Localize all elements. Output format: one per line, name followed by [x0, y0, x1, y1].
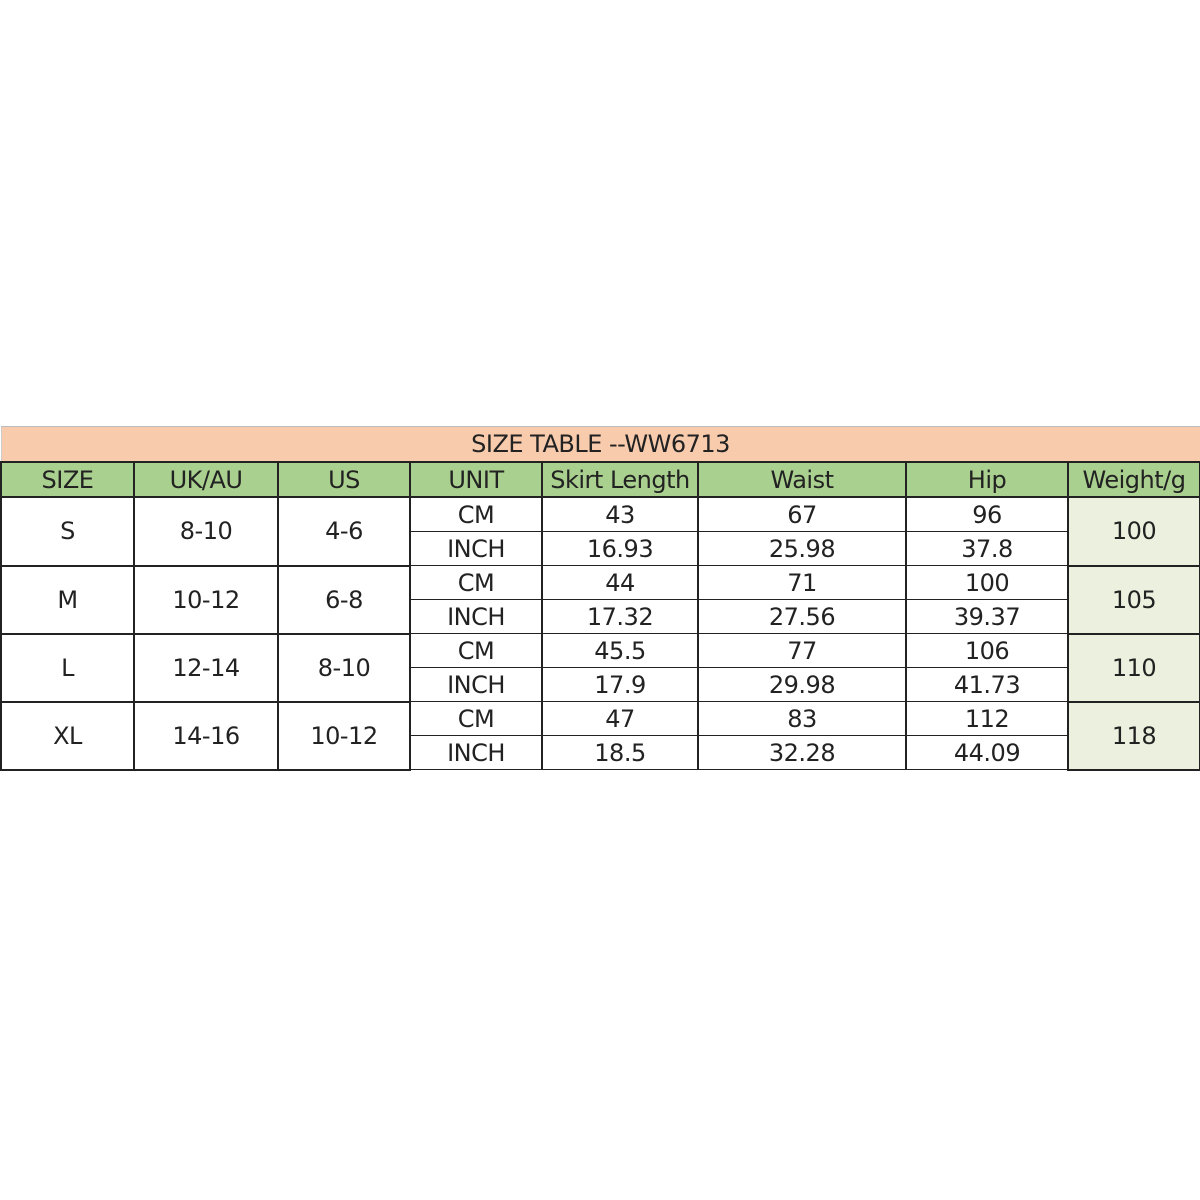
- table-row: S 8-10 4-6 CM 43 67 96 100: [0, 496, 1200, 567]
- unit-inch-cell: INCH: [409, 667, 543, 702]
- skirt-length-inch-cell: 16.93: [541, 531, 699, 566]
- size-cell: M: [0, 564, 135, 635]
- unit-inch-cell: INCH: [409, 735, 543, 770]
- us-cell: 10-12: [277, 700, 411, 771]
- skirt-length-cm-cell: 45.5: [541, 633, 699, 668]
- us-cell: 4-6: [277, 496, 411, 567]
- hip-inch-cell: 39.37: [905, 599, 1069, 634]
- waist-cm-cell: 71: [697, 565, 907, 600]
- skirt-length-cm-cell: 43: [541, 496, 699, 532]
- waist-cm-cell: 77: [697, 633, 907, 668]
- skirt-length-inch-cell: 17.9: [541, 667, 699, 702]
- uk-au-cell: 12-14: [133, 632, 279, 703]
- waist-cm-cell: 83: [697, 701, 907, 736]
- unit-cm-cell: CM: [409, 701, 543, 736]
- weight-cell: 118: [1066, 700, 1200, 771]
- table-row: INCH 18.5 32.28 44.09: [1, 735, 1200, 770]
- uk-au-cell: 10-12: [133, 564, 279, 635]
- unit-cm-cell: CM: [409, 565, 543, 600]
- hip-inch-cell: 44.09: [905, 735, 1069, 770]
- skirt-length-cm-cell: 44: [541, 565, 699, 600]
- title-row: SIZE TABLE --WW6713: [0, 426, 1200, 463]
- table-row: L 12-14 8-10 CM 45.5 77 106 110: [0, 632, 1200, 703]
- col-header-us: US: [277, 461, 411, 498]
- hip-cm-cell: 106: [905, 633, 1069, 668]
- hip-cm-cell: 100: [905, 565, 1069, 600]
- skirt-length-inch-cell: 18.5: [541, 735, 699, 770]
- size-cell: S: [0, 496, 135, 567]
- waist-inch-cell: 32.28: [697, 735, 907, 770]
- size-table: SIZE TABLE --WW6713 SIZE UK/AU US UNIT S…: [0, 426, 1200, 771]
- waist-inch-cell: 27.56: [697, 599, 907, 634]
- us-cell: 8-10: [277, 632, 411, 703]
- table-row: INCH 17.9 29.98 41.73: [1, 667, 1200, 702]
- size-cell: L: [0, 632, 135, 703]
- table-row: M 10-12 6-8 CM 44 71 100 105: [0, 564, 1200, 635]
- col-header-uk-au: UK/AU: [133, 461, 279, 498]
- unit-cm-cell: CM: [409, 633, 543, 668]
- table-row: XL 14-16 10-12 CM 47 83 112 118: [0, 700, 1200, 771]
- unit-cm-cell: CM: [409, 496, 543, 532]
- col-header-skirt-length: Skirt Length: [541, 461, 699, 498]
- col-header-unit: UNIT: [409, 461, 543, 498]
- hip-inch-cell: 37.8: [905, 531, 1069, 566]
- uk-au-cell: 8-10: [133, 496, 279, 567]
- waist-cm-cell: 67: [697, 496, 907, 532]
- hip-cm-cell: 96: [905, 496, 1069, 532]
- unit-inch-cell: INCH: [409, 531, 543, 566]
- col-header-size: SIZE: [0, 461, 135, 498]
- hip-inch-cell: 41.73: [905, 667, 1069, 702]
- size-cell: XL: [0, 700, 135, 771]
- weight-cell: 105: [1066, 564, 1200, 635]
- weight-cell: 110: [1066, 632, 1200, 703]
- skirt-length-cm-cell: 47: [541, 701, 699, 736]
- uk-au-cell: 14-16: [133, 700, 279, 771]
- waist-inch-cell: 25.98: [697, 531, 907, 566]
- col-header-hip: Hip: [905, 461, 1069, 498]
- weight-cell: 100: [1066, 496, 1200, 567]
- table-title: SIZE TABLE --WW6713: [0, 426, 1200, 463]
- header-row: SIZE UK/AU US UNIT Skirt Length Waist Hi…: [0, 461, 1200, 498]
- skirt-length-inch-cell: 17.32: [541, 599, 699, 634]
- us-cell: 6-8: [277, 564, 411, 635]
- unit-inch-cell: INCH: [409, 599, 543, 634]
- hip-cm-cell: 112: [905, 701, 1069, 736]
- col-header-waist: Waist: [697, 461, 907, 498]
- col-header-weight: Weight/g: [1066, 461, 1200, 498]
- waist-inch-cell: 29.98: [697, 667, 907, 702]
